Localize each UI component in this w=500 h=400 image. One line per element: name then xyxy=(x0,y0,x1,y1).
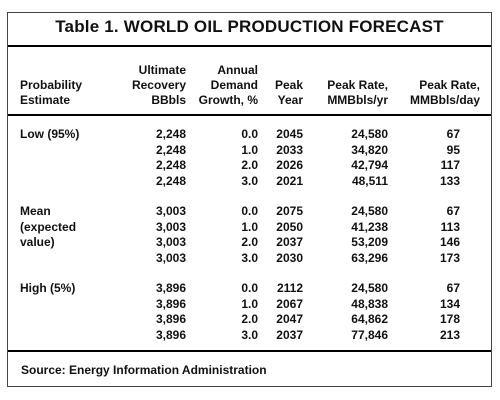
header-rate-yr: Peak Rate, MMBbls/yr xyxy=(308,78,388,108)
cell-rate-yr: 48,838 xyxy=(351,296,388,311)
header-rule xyxy=(8,114,491,116)
header-probability-line1: Probability xyxy=(20,78,83,92)
cell-recovery: 3,003 xyxy=(155,251,186,266)
header-recovery: Ultimate Recovery BBbls xyxy=(98,63,186,108)
cell-recovery: 3,896 xyxy=(155,312,186,327)
header-rate-yr-line1: Peak Rate, xyxy=(327,78,388,92)
group-label: (expected xyxy=(20,219,77,234)
cell-rate-yr: 42,794 xyxy=(351,158,388,173)
cell-growth: 0.0 xyxy=(241,204,258,218)
group-label: value) xyxy=(20,235,55,250)
header-peak-year: Peak Year xyxy=(263,78,303,108)
cell-peak-year: 2037 xyxy=(276,235,303,250)
cell-rate-day: 117 xyxy=(440,158,460,173)
cell-peak-year: 2045 xyxy=(276,127,303,141)
cell-growth: 3.0 xyxy=(241,174,258,189)
cell-growth: 2.0 xyxy=(241,158,258,173)
header-rate-day: Peak Rate, MMBbls/day xyxy=(393,78,480,108)
header-recovery-line1: Ultimate xyxy=(138,63,186,77)
cell-peak-year: 2112 xyxy=(276,281,303,295)
cell-rate-yr: 77,846 xyxy=(351,328,388,343)
header-recovery-line2: Recovery xyxy=(131,78,186,92)
header-peak-year-line2: Year xyxy=(277,93,303,107)
cell-growth: 0.0 xyxy=(241,281,258,295)
header-growth-line3: Growth, % xyxy=(198,93,258,107)
cell-recovery: 2,248 xyxy=(155,142,186,157)
cell-peak-year: 2075 xyxy=(276,204,303,218)
table-title: Table 1. WORLD OIL PRODUCTION FORECAST xyxy=(55,17,444,36)
cell-growth: 1.0 xyxy=(241,296,258,311)
cell-growth: 1.0 xyxy=(241,219,258,234)
cell-rate-day: 146 xyxy=(439,235,460,250)
cell-peak-year: 2021 xyxy=(276,174,303,189)
cell-peak-year: 2037 xyxy=(276,328,303,343)
header-probability-line2: Estimate xyxy=(20,93,71,107)
cell-peak-year: 2026 xyxy=(276,158,303,173)
group-label: High (5%) xyxy=(20,281,76,295)
header-recovery-line3: BBbls xyxy=(151,93,186,107)
cell-rate-day: 178 xyxy=(439,312,460,327)
header-peak-year-line1: Peak xyxy=(274,78,303,92)
cell-growth: 1.0 xyxy=(241,142,258,157)
cell-peak-year: 2050 xyxy=(276,219,303,234)
cell-growth: 3.0 xyxy=(241,328,258,343)
cell-growth: 0.0 xyxy=(241,127,258,141)
header-rate-yr-line2: MMBbls/yr xyxy=(327,93,388,107)
cell-rate-yr: 64,862 xyxy=(351,312,388,327)
cell-recovery: 3,896 xyxy=(155,281,186,295)
cell-rate-day: 134 xyxy=(439,296,460,311)
cell-growth: 3.0 xyxy=(241,251,258,266)
cell-rate-yr: 41,238 xyxy=(351,219,388,234)
cell-rate-yr: 24,580 xyxy=(351,281,388,295)
cell-rate-day: 113 xyxy=(440,219,460,234)
source-note: Source: Energy Information Administratio… xyxy=(21,363,267,377)
cell-recovery: 3,003 xyxy=(155,204,186,218)
cell-peak-year: 2030 xyxy=(276,251,303,266)
cell-recovery: 3,896 xyxy=(155,328,186,343)
cell-peak-year: 2033 xyxy=(276,142,303,157)
cell-rate-day: 133 xyxy=(439,174,460,189)
cell-growth: 2.0 xyxy=(241,312,258,327)
cell-recovery: 2,248 xyxy=(155,174,186,189)
cell-rate-yr: 24,580 xyxy=(351,127,388,141)
cell-rate-day: 213 xyxy=(439,328,460,343)
footer-rule xyxy=(8,350,491,352)
cell-recovery: 3,003 xyxy=(155,235,186,250)
header-probability: Probability Estimate xyxy=(20,78,82,108)
cell-rate-yr: 48,511 xyxy=(351,174,388,189)
cell-rate-day: 173 xyxy=(439,251,460,266)
cell-rate-day: 67 xyxy=(446,127,460,141)
header-growth-line2: Demand xyxy=(210,78,258,92)
cell-rate-yr: 24,580 xyxy=(351,204,388,218)
cell-recovery: 3,896 xyxy=(155,296,186,311)
group-label: Low (95%) xyxy=(20,127,80,141)
cell-rate-yr: 34,820 xyxy=(351,142,388,157)
header-growth: Annual Demand Growth, % xyxy=(183,63,258,108)
header-growth-line1: Annual xyxy=(217,63,258,77)
cell-recovery: 2,248 xyxy=(155,127,186,141)
header-rate-day-line1: Peak Rate, xyxy=(419,78,480,92)
group-label: Mean xyxy=(20,204,51,218)
cell-peak-year: 2067 xyxy=(276,296,303,311)
cell-growth: 2.0 xyxy=(241,235,258,250)
cell-recovery: 2,248 xyxy=(155,158,186,173)
cell-rate-yr: 53,209 xyxy=(351,235,388,250)
title-rule xyxy=(8,45,491,47)
table-frame: Table 1. WORLD OIL PRODUCTION FORECAST P… xyxy=(7,12,492,387)
header-rate-day-line2: MMBbls/day xyxy=(409,93,480,107)
cell-rate-day: 67 xyxy=(446,281,460,295)
cell-rate-yr: 63,296 xyxy=(351,251,388,266)
cell-recovery: 3,003 xyxy=(155,219,186,234)
cell-rate-day: 95 xyxy=(446,142,460,157)
cell-peak-year: 2047 xyxy=(276,312,303,327)
cell-rate-day: 67 xyxy=(446,204,460,218)
